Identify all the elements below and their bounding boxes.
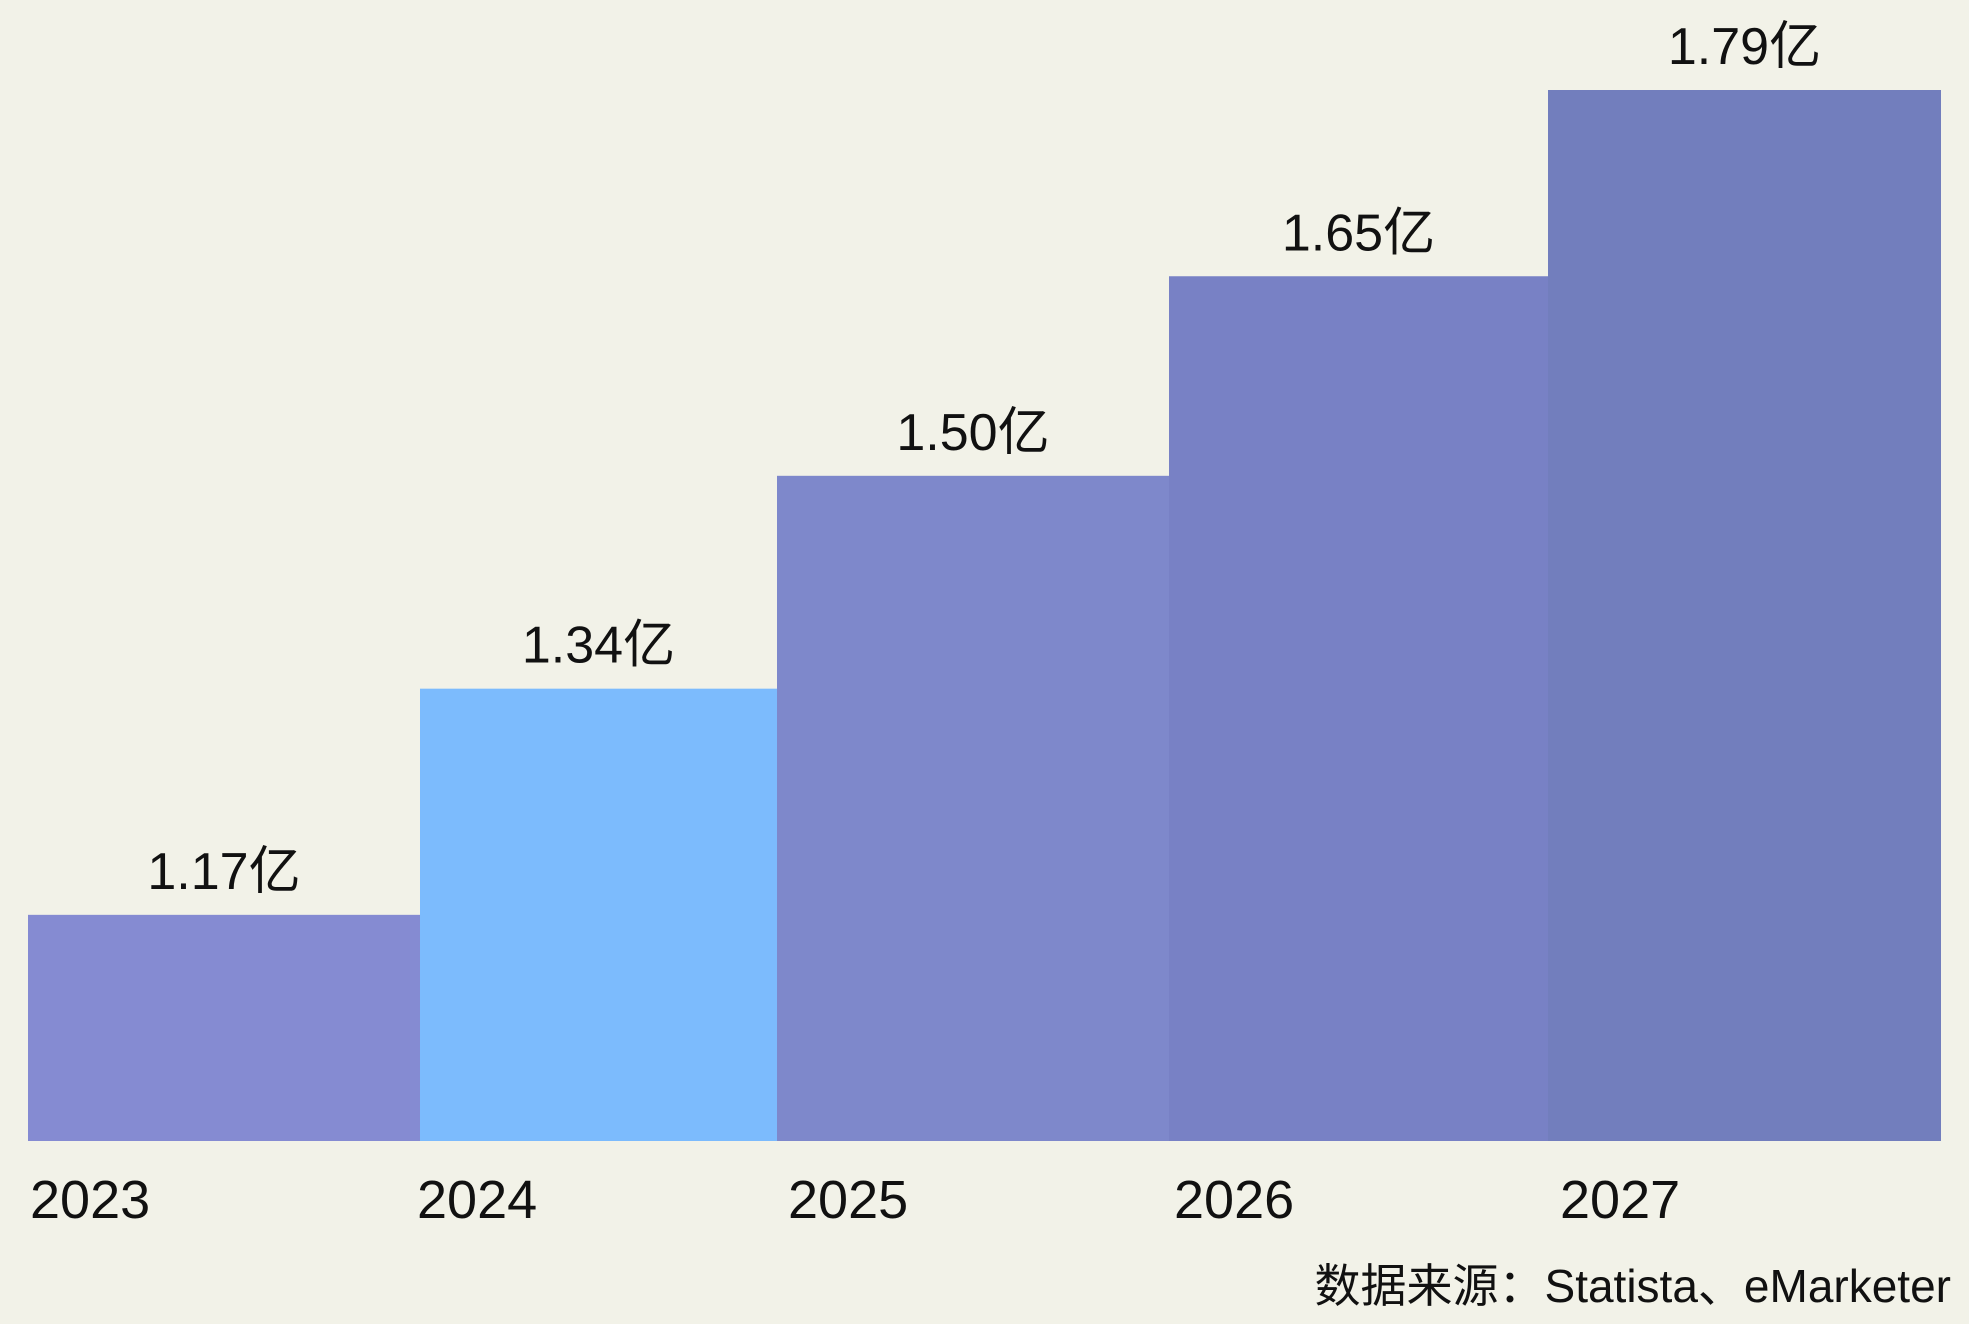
x-tick-label-2023: 2023 <box>30 1170 150 1230</box>
x-tick-label-2025: 2025 <box>788 1170 908 1230</box>
value-label-2026: 1.65亿 <box>1282 204 1435 262</box>
bars-layer <box>28 90 1941 1141</box>
x-axis-tick-labels: 2023 2024 2025 2026 2027 <box>30 1170 1680 1230</box>
value-label-2024: 1.34亿 <box>522 617 675 675</box>
x-tick-label-2026: 2026 <box>1174 1170 1294 1230</box>
value-label-2027: 1.79亿 <box>1668 18 1821 76</box>
bar-2024 <box>420 688 777 1141</box>
value-label-2025: 1.50亿 <box>896 404 1049 462</box>
bar-2026 <box>1169 276 1548 1141</box>
x-tick-label-2024: 2024 <box>417 1170 537 1230</box>
value-labels-layer: 1.17亿 1.34亿 1.50亿 1.65亿 1.79亿 <box>147 18 1821 901</box>
source-note: 数据来源：Statista、eMarketer <box>1314 1260 1951 1312</box>
bar-2023 <box>28 914 420 1141</box>
bar-2027 <box>1548 90 1941 1141</box>
bar-2025 <box>777 475 1169 1141</box>
x-tick-label-2027: 2027 <box>1560 1170 1680 1230</box>
value-label-2023: 1.17亿 <box>147 843 300 901</box>
